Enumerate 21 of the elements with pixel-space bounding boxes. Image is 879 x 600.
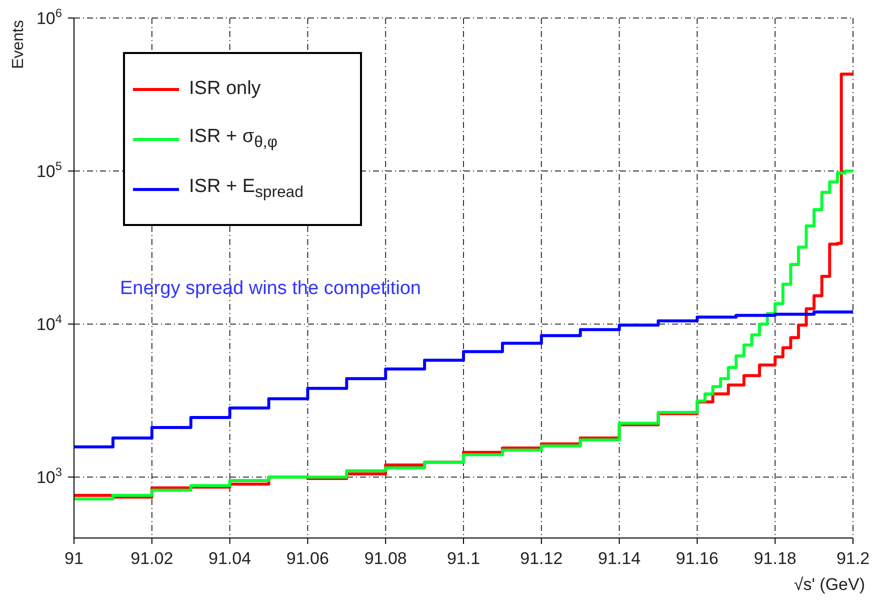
y-tick-label: 10$^{5}$ [36,159,62,182]
x-tick-label: 91.1 [446,549,480,568]
legend-label: ISR + E$_{spread}$ [189,176,304,202]
y-tick-label: 10$^{4}$ [36,312,62,334]
legend-label: ISR only [189,78,261,100]
x-tick-label: 91.08 [364,549,407,568]
x-tick-label: 91.2 [836,549,870,568]
x-tick-label: 91.14 [598,549,641,568]
x-tick-label: 91.18 [754,549,796,568]
x-tick-label: 91.06 [286,549,329,568]
x-tick-label: 91.12 [520,549,563,568]
legend-label: ISR + σ$_{θ,φ}$ [189,126,278,152]
y-tick-label: 10$^{3}$ [36,465,62,488]
x-axis-title: √s' (GeV) [794,575,865,594]
x-tick-label: 91.02 [130,549,174,568]
x-tick-label: 91 [64,549,84,568]
annotation: Energy spread wins the competition [120,278,421,300]
y-axis-title: Events [10,20,28,69]
x-tick-label: 91.16 [676,549,718,568]
x-tick-label: 91.04 [208,549,252,568]
y-tick-label: 10$^{6}$ [36,6,62,28]
